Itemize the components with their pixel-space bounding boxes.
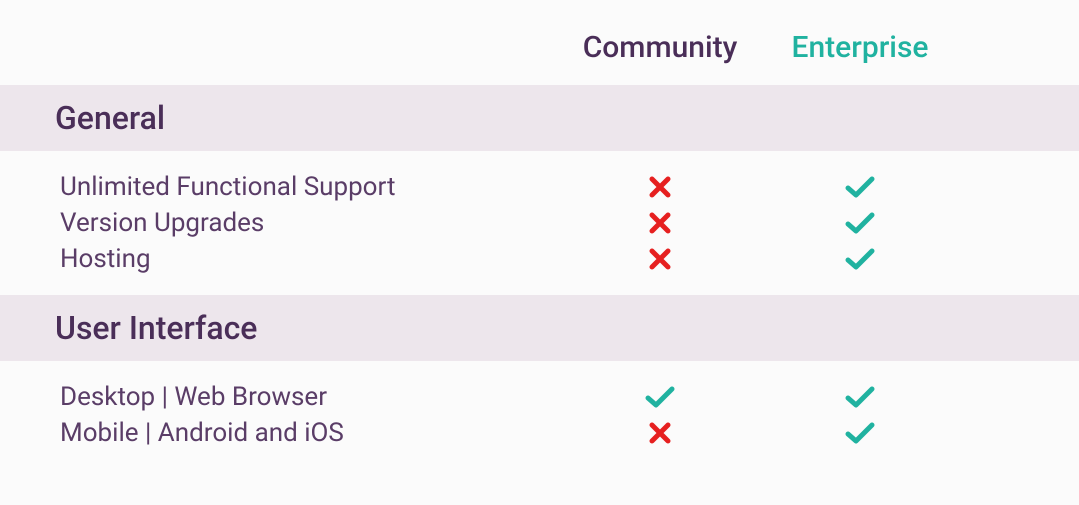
cell-community (560, 421, 760, 445)
cell-enterprise (760, 247, 960, 271)
plan-header-community: Community (560, 30, 760, 65)
cross-icon (645, 211, 675, 235)
feature-row: Unlimited Functional Support (0, 169, 1079, 205)
cell-community (560, 211, 760, 235)
feature-row: Mobile | Android and iOS (0, 415, 1079, 451)
check-icon (845, 385, 875, 409)
cross-icon (645, 175, 675, 199)
check-icon (845, 175, 875, 199)
feature-row: Version Upgrades (0, 205, 1079, 241)
cross-icon (645, 421, 675, 445)
feature-label: Mobile | Android and iOS (0, 418, 560, 448)
check-icon (845, 421, 875, 445)
cell-enterprise (760, 421, 960, 445)
cell-enterprise (760, 211, 960, 235)
cross-icon (645, 247, 675, 271)
cell-community (560, 247, 760, 271)
feature-label: Unlimited Functional Support (0, 172, 560, 202)
section-rows-general: Unlimited Functional Support Version Upg… (0, 151, 1079, 295)
cell-enterprise (760, 175, 960, 199)
check-icon (845, 211, 875, 235)
check-icon (845, 247, 875, 271)
section-header-general: General (0, 85, 1079, 151)
feature-label: Hosting (0, 244, 560, 274)
feature-row: Desktop | Web Browser (0, 379, 1079, 415)
comparison-table: Community Enterprise General Unlimited F… (0, 0, 1079, 469)
section-rows-ui: Desktop | Web Browser Mobile | Android a… (0, 361, 1079, 469)
plan-header-enterprise: Enterprise (760, 30, 960, 65)
check-icon (645, 385, 675, 409)
feature-label: Desktop | Web Browser (0, 382, 560, 412)
cell-enterprise (760, 385, 960, 409)
plan-header-row: Community Enterprise (0, 0, 1079, 85)
section-header-ui: User Interface (0, 295, 1079, 361)
cell-community (560, 385, 760, 409)
feature-row: Hosting (0, 241, 1079, 277)
cell-community (560, 175, 760, 199)
feature-label: Version Upgrades (0, 208, 560, 238)
